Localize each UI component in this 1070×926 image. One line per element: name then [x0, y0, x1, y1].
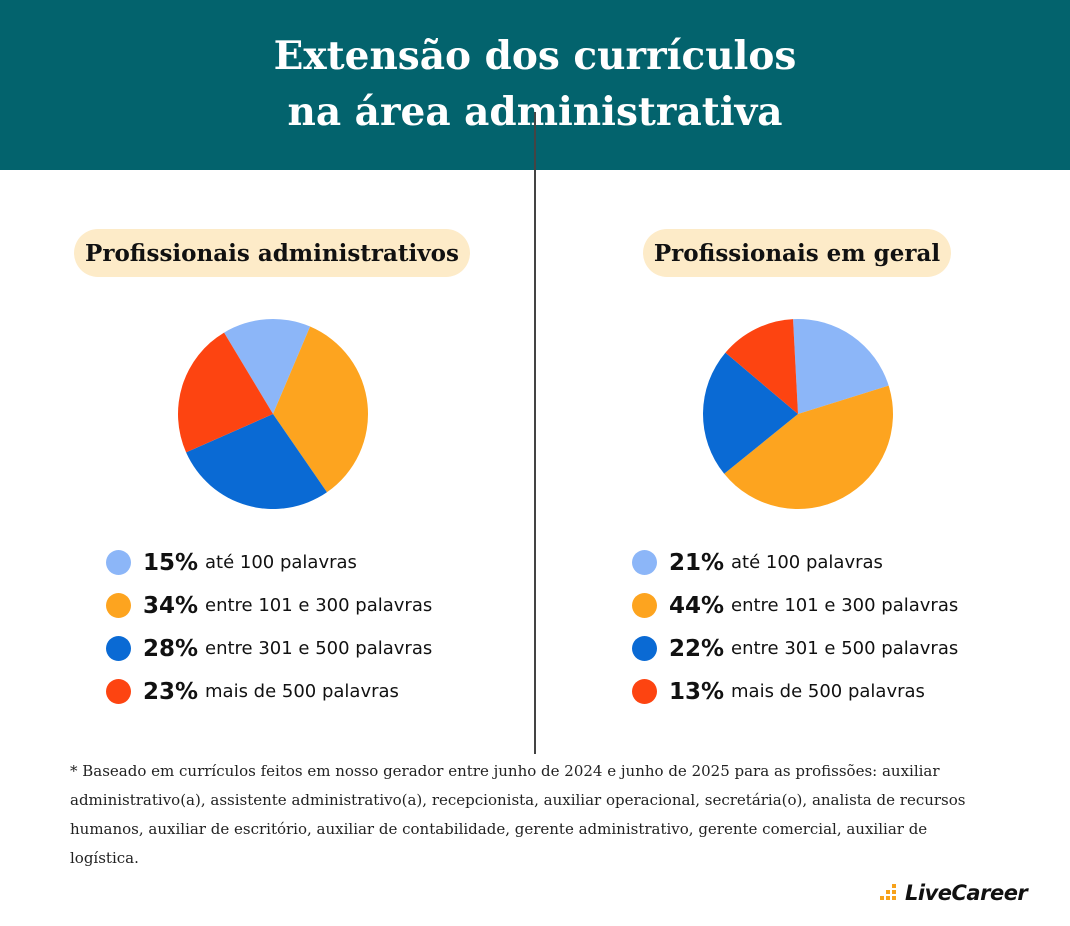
legend-admin: 15% até 100 palavras 34% entre 101 e 300 pa… — [106, 541, 432, 713]
legend-label: entre 301 e 500 palavras — [205, 638, 433, 659]
livecareer-logo: LiveCareer — [880, 878, 1028, 908]
legend-item-mais-500: 23% mais de 500 palavras — [106, 670, 432, 713]
legend-percent: 44% — [669, 592, 725, 619]
legend-percent: 21% — [669, 549, 725, 576]
legend-item-entre-301-500: 22% entre 301 e 500 palavras — [632, 627, 958, 670]
pie-slice-mais-500 — [177, 332, 273, 453]
legend-percent: 28% — [143, 635, 199, 662]
legend-swatch — [106, 636, 131, 661]
footnote: * Baseado em currículos feitos em nosso … — [70, 757, 990, 873]
legend-item-ate-100: 15% até 100 palavras — [106, 541, 432, 584]
legend-swatch — [106, 550, 131, 575]
legend-percent: 22% — [669, 635, 725, 662]
legend-item-entre-301-500: 28% entre 301 e 500 palavras — [106, 627, 432, 670]
pie-slice-ate-100 — [224, 318, 311, 414]
pie-slice-ate-100 — [793, 319, 889, 414]
legend-general: 21% até 100 palavras 44% entre 101 e 300 pa… — [632, 541, 958, 713]
legend-percent: 13% — [669, 678, 725, 705]
pie-chart-general — [702, 319, 893, 510]
logo-text: LiveCareer — [905, 881, 1028, 905]
legend-swatch — [632, 593, 657, 618]
legend-swatch — [106, 593, 131, 618]
chart-title-admin: Profissionais administrativos — [74, 229, 470, 277]
legend-label: mais de 500 palavras — [205, 681, 399, 702]
pie-slice-entre-101-300 — [724, 385, 893, 510]
footnote-line-3: humanos, auxiliar de escritório, auxilia… — [70, 820, 928, 867]
pie-slice-entre-301-500 — [702, 352, 798, 474]
chart-title-general: Profissionais em geral — [643, 229, 951, 277]
legend-label: até 100 palavras — [205, 552, 357, 573]
pie-slice-mais-500 — [725, 319, 798, 414]
pie-slice-entre-101-300 — [273, 326, 369, 493]
center-divider — [534, 112, 536, 754]
legend-label: entre 301 e 500 palavras — [731, 638, 959, 659]
legend-swatch — [632, 679, 657, 704]
legend-item-entre-101-300: 34% entre 101 e 300 palavras — [106, 584, 432, 627]
legend-item-mais-500: 13% mais de 500 palavras — [632, 670, 958, 713]
bar-chart-logo-icon — [880, 884, 896, 900]
pie-slice-entre-301-500 — [186, 414, 327, 510]
footnote-line-1: * Baseado em currículos feitos em nosso … — [70, 762, 940, 780]
legend-swatch — [632, 636, 657, 661]
page-title: Extensão dos currículos na área administ… — [0, 28, 1070, 140]
legend-percent: 34% — [143, 592, 199, 619]
legend-percent: 15% — [143, 549, 199, 576]
title-line-1: Extensão dos currículos — [273, 33, 797, 79]
legend-label: entre 101 e 300 palavras — [731, 595, 959, 616]
legend-label: mais de 500 palavras — [731, 681, 925, 702]
pie-chart-admin — [177, 318, 369, 510]
legend-percent: 23% — [143, 678, 199, 705]
legend-item-ate-100: 21% até 100 palavras — [632, 541, 958, 584]
legend-swatch — [632, 550, 657, 575]
legend-item-entre-101-300: 44% entre 101 e 300 palavras — [632, 584, 958, 627]
legend-label: entre 101 e 300 palavras — [205, 595, 433, 616]
legend-swatch — [106, 679, 131, 704]
legend-label: até 100 palavras — [731, 552, 883, 573]
footnote-line-2: administrativo(a), assistente administra… — [70, 791, 966, 809]
